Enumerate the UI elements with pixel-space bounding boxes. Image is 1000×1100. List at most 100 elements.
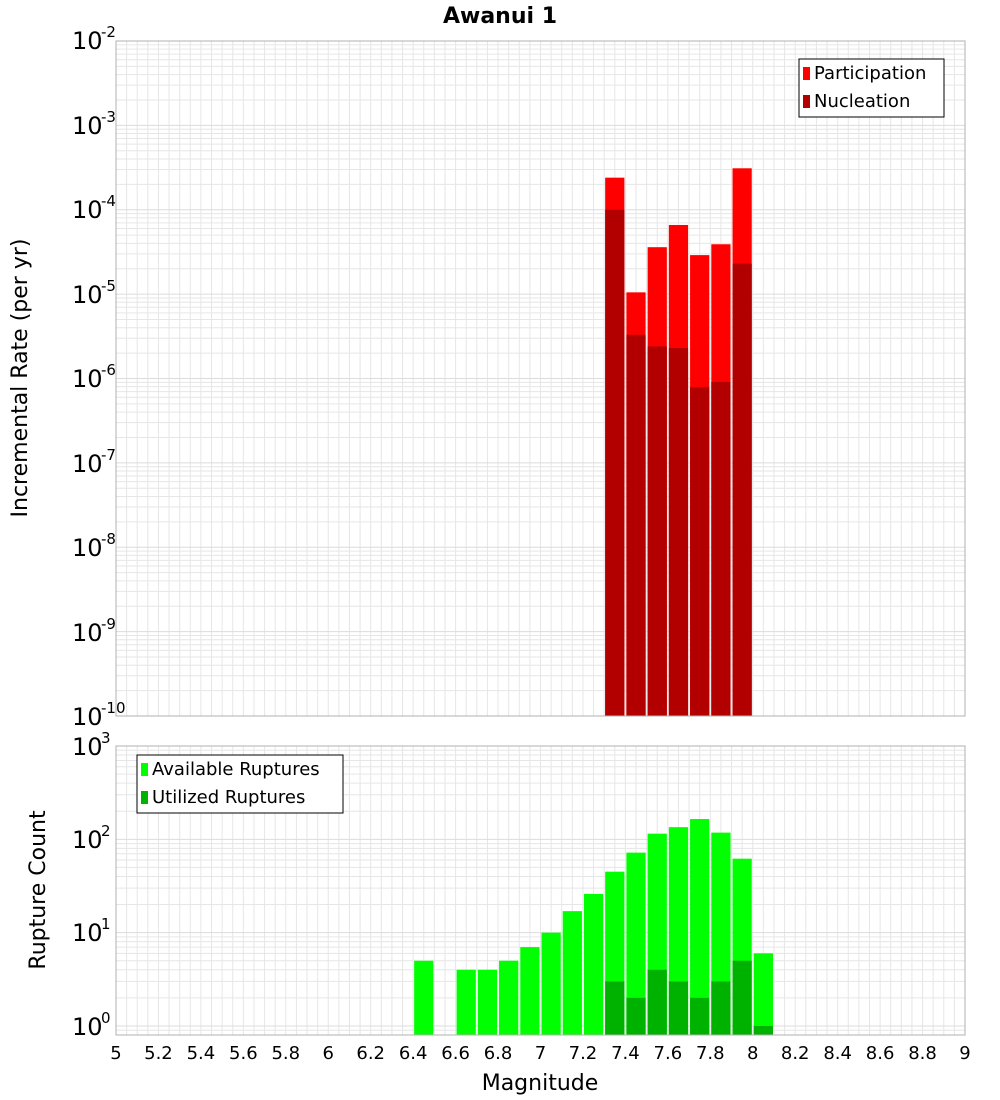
y-tick-label: 10 xyxy=(72,919,103,947)
incremental-rate-plot: 10-1010-910-810-710-610-510-410-310-2Par… xyxy=(72,23,966,731)
x-tick-label: 7.8 xyxy=(696,1043,725,1064)
bar xyxy=(690,819,710,1035)
y-tick-exponent: -2 xyxy=(101,23,116,41)
y-tick-label: 10 xyxy=(72,196,103,224)
bar xyxy=(520,947,540,1035)
x-tick-label: 6.2 xyxy=(356,1043,385,1064)
bar xyxy=(711,381,731,716)
x-tick-label: 5.2 xyxy=(144,1043,173,1064)
y-tick-exponent: 0 xyxy=(101,1009,111,1027)
y-tick-label: 10 xyxy=(72,281,103,309)
x-tick-label: 8.2 xyxy=(781,1043,810,1064)
x-tick-label: 7.6 xyxy=(654,1043,683,1064)
y-tick-exponent: -10 xyxy=(101,699,126,717)
y-tick-label: 10 xyxy=(72,619,103,647)
legend-swatch xyxy=(141,763,148,776)
plot-frame xyxy=(115,745,966,1036)
y-tick-exponent: -5 xyxy=(101,277,116,295)
bar xyxy=(499,960,519,1035)
x-tick-label: 5.6 xyxy=(229,1043,258,1064)
bar xyxy=(414,960,434,1035)
x-tick-label: 5 xyxy=(110,1043,121,1064)
series-nucleation xyxy=(605,209,752,716)
legend-label: Participation xyxy=(814,63,926,84)
x-tick-label: 7.2 xyxy=(569,1043,598,1064)
legend-label: Available Ruptures xyxy=(152,759,320,780)
y-tick-exponent: -8 xyxy=(101,530,116,548)
y-tick-exponent: -3 xyxy=(101,108,116,126)
y-tick-label: 10 xyxy=(72,365,103,393)
x-tick-label: 8 xyxy=(747,1043,758,1064)
bar xyxy=(605,981,625,1035)
x-axis-label: Magnitude xyxy=(482,1071,599,1096)
bar xyxy=(732,263,752,716)
y-tick-label: 10 xyxy=(72,1013,103,1041)
y-tick-label: 10 xyxy=(72,826,103,854)
bar xyxy=(626,997,646,1035)
legend-box xyxy=(798,58,945,118)
bar xyxy=(732,960,752,1035)
bar xyxy=(711,981,731,1035)
x-tick-label: 8.6 xyxy=(866,1043,895,1064)
bar xyxy=(541,932,561,1035)
bar xyxy=(753,953,773,1035)
legend-label: Utilized Ruptures xyxy=(152,787,305,808)
bar xyxy=(668,347,689,716)
x-tick-label: 8.8 xyxy=(908,1043,937,1064)
x-tick-label: 6.8 xyxy=(484,1043,513,1064)
legend-label: Nucleation xyxy=(814,91,910,112)
bottom-y-axis-label: Rupture Count xyxy=(26,810,51,970)
legend-swatch xyxy=(141,791,148,804)
y-tick-exponent: -9 xyxy=(101,615,116,633)
bar xyxy=(626,852,646,1035)
bar xyxy=(647,346,667,716)
bar xyxy=(626,334,646,716)
bar xyxy=(562,911,582,1035)
legend: Participation Nucleation xyxy=(798,58,945,118)
x-tick-label: 5.4 xyxy=(187,1043,216,1064)
bar xyxy=(690,387,710,716)
y-tick-exponent: 1 xyxy=(101,915,111,933)
y-tick-exponent: 3 xyxy=(101,729,111,747)
x-tick-label: 7 xyxy=(535,1043,546,1064)
bar xyxy=(477,969,498,1035)
x-tick-label: 9 xyxy=(959,1043,970,1064)
y-tick-label: 10 xyxy=(72,534,103,562)
bar xyxy=(668,981,689,1035)
bar xyxy=(690,997,710,1035)
x-tick-label: 5.8 xyxy=(271,1043,300,1064)
bar xyxy=(456,969,476,1035)
bar xyxy=(753,1025,773,1035)
x-axis-ticks: 5 5.2 5.4 5.6 5.8 6 6.2 6.4 6.6 6.8 7 7.2 7.4 7.6 7.8 8… xyxy=(110,1043,970,1064)
bar xyxy=(583,893,604,1035)
legend: Available Ruptures Utilized Ruptures xyxy=(136,754,344,814)
y-tick-label: 10 xyxy=(72,112,103,140)
y-tick-exponent: 2 xyxy=(101,822,111,840)
y-tick-exponent: -4 xyxy=(101,192,116,210)
y-tick-label: 10 xyxy=(72,450,103,478)
chart-title: Awanui 1 xyxy=(443,4,557,29)
x-tick-label: 6.4 xyxy=(399,1043,428,1064)
y-tick-label: 10 xyxy=(72,703,103,731)
y-tick-exponent: -6 xyxy=(101,361,116,379)
x-tick-label: 6.6 xyxy=(441,1043,470,1064)
x-tick-label: 7.4 xyxy=(611,1043,640,1064)
legend-box xyxy=(136,754,344,814)
legend-swatch xyxy=(803,95,810,108)
x-tick-label: 6 xyxy=(323,1043,334,1064)
y-tick-label: 10 xyxy=(72,733,103,761)
bar xyxy=(647,969,667,1035)
plot-frame xyxy=(115,40,966,717)
x-tick-label: 8.4 xyxy=(823,1043,852,1064)
grid xyxy=(115,41,966,717)
y-tick-label: 10 xyxy=(72,27,103,55)
series-available-ruptures xyxy=(414,819,773,1035)
top-y-axis-label: Incremental Rate (per yr) xyxy=(8,239,33,518)
bar xyxy=(605,209,625,716)
y-tick-exponent: -7 xyxy=(101,446,116,464)
series-utilized-ruptures xyxy=(605,960,773,1035)
